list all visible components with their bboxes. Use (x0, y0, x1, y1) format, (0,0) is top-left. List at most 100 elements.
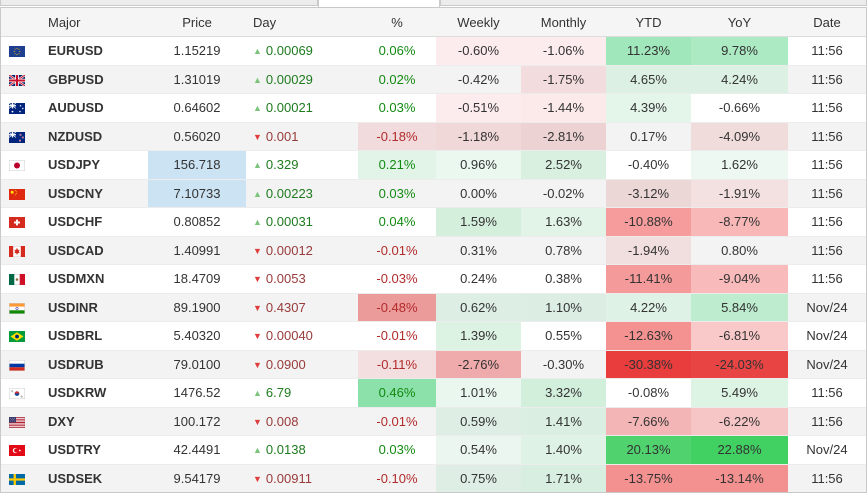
symbol-link[interactable]: USDBRL (48, 328, 103, 344)
table-row[interactable]: USDINR 89.1900 ▼ 0.4307 -0.48% 0.62% 1.10% 4.22… (1, 293, 866, 322)
price-cell: 0.64602 (148, 94, 246, 123)
major-cell: NZDUSD (1, 122, 148, 151)
symbol-link[interactable]: NZDUSD (48, 128, 103, 144)
column-header-weekly[interactable]: Weekly (436, 8, 521, 37)
ytd-cell: 4.65% (606, 65, 691, 94)
date-cell: Nov/24 (788, 322, 866, 351)
column-header-ytd[interactable]: YTD (606, 8, 691, 37)
up-triangle-icon: ▲ (253, 103, 262, 114)
flag-kr-icon (9, 388, 25, 400)
table-row[interactable]: USDJPY 156.718 ▲ 0.329 0.21% 0.96% 2.52% -0.40%… (1, 151, 866, 180)
table-row[interactable]: DXY 100.172 ▼ 0.008 -0.01% 0.59% 1.41% -7.66% -6… (1, 407, 866, 436)
column-header-pct[interactable]: % (358, 8, 436, 37)
active-tab-bottom[interactable] (318, 0, 440, 7)
percent-cell: -0.01% (358, 236, 436, 265)
weekly-cell: -0.60% (436, 37, 521, 66)
major-cell: USDMXN (1, 265, 148, 294)
symbol-link[interactable]: GBPUSD (48, 71, 104, 87)
monthly-cell: 0.55% (521, 322, 606, 351)
column-header-major[interactable]: Major (1, 8, 148, 37)
symbol-link[interactable]: USDSEK (48, 470, 103, 486)
symbol-link[interactable]: USDMXN (48, 271, 105, 287)
symbol-link[interactable]: USDCHF (48, 214, 103, 230)
weekly-cell: -1.18% (436, 122, 521, 151)
symbol-link[interactable]: USDKRW (48, 385, 107, 401)
major-cell: USDCNY (1, 179, 148, 208)
table-row[interactable]: USDCHF 0.80852 ▲ 0.00031 0.04% 1.59% 1.63% -10.… (1, 208, 866, 237)
day-change-value: 0.00029 (265, 71, 313, 87)
day-change-value: 6.79 (265, 385, 292, 401)
column-header-yoy[interactable]: YoY (691, 8, 788, 37)
up-triangle-icon: ▲ (253, 388, 262, 399)
ytd-cell: -11.41% (606, 265, 691, 294)
major-cell: USDKRW (1, 379, 148, 408)
day-change-value: 0.00069 (265, 43, 313, 59)
date-cell: Nov/24 (788, 436, 866, 465)
day-change-value: 0.00040 (265, 328, 313, 344)
table-row[interactable]: NZDUSD 0.56020 ▼ 0.001 -0.18% -1.18% -2.81% 0.1… (1, 122, 866, 151)
symbol-link[interactable]: USDRUB (48, 356, 104, 372)
monthly-cell: 2.52% (521, 151, 606, 180)
symbol-link[interactable]: DXY (48, 413, 75, 429)
price-cell: 7.10733 (148, 179, 246, 208)
symbol-link[interactable]: USDTRY (48, 442, 101, 458)
yoy-cell: 5.84% (691, 293, 788, 322)
major-cell: USDTRY (1, 436, 148, 465)
flag-eu-icon (9, 46, 25, 58)
up-triangle-icon: ▲ (253, 46, 262, 57)
column-header-monthly[interactable]: Monthly (521, 8, 606, 37)
yoy-cell: -1.91% (691, 179, 788, 208)
yoy-cell: -8.77% (691, 208, 788, 237)
table-row[interactable]: GBPUSD 1.31019 ▲ 0.00029 0.02% -0.42% -1.75% 4.… (1, 65, 866, 94)
flag-au-icon (9, 103, 25, 115)
ytd-cell: -0.40% (606, 151, 691, 180)
table-row[interactable]: EURUSD 1.15219 ▲ 0.00069 0.06% -0.60% -1.06% 11… (1, 37, 866, 66)
symbol-link[interactable]: USDINR (48, 299, 98, 315)
column-header-price[interactable]: Price (148, 8, 246, 37)
table-row[interactable]: AUDUSD 0.64602 ▲ 0.00021 0.03% -0.51% -1.44% 4.… (1, 94, 866, 123)
yoy-cell: 1.62% (691, 151, 788, 180)
ytd-cell: 4.22% (606, 293, 691, 322)
yoy-cell: -0.66% (691, 94, 788, 123)
table-row[interactable]: USDRUB 79.0100 ▼ 0.0900 -0.11% -2.76% -0.30% -3… (1, 350, 866, 379)
down-triangle-icon: ▼ (253, 359, 262, 370)
date-cell: 11:56 (788, 379, 866, 408)
column-header-date[interactable]: Date (788, 8, 866, 37)
down-triangle-icon: ▼ (253, 274, 262, 285)
symbol-link[interactable]: USDCAD (48, 242, 104, 258)
date-cell: Nov/24 (788, 350, 866, 379)
monthly-cell: -2.81% (521, 122, 606, 151)
table-row[interactable]: USDMXN 18.4709 ▼ 0.0053 -0.03% 0.24% 0.38% -11.… (1, 265, 866, 294)
day-change-cell: ▲ 0.00069 (246, 37, 358, 66)
tab-strip (0, 0, 867, 7)
monthly-cell: 0.38% (521, 265, 606, 294)
day-change-cell: ▼ 0.4307 (246, 293, 358, 322)
flag-ch-icon (9, 217, 25, 229)
price-cell: 1476.52 (148, 379, 246, 408)
weekly-cell: -0.51% (436, 94, 521, 123)
price-cell: 42.4491 (148, 436, 246, 465)
table-row[interactable]: USDBRL 5.40320 ▼ 0.00040 -0.01% 1.39% 0.55% -12… (1, 322, 866, 351)
day-change-cell: ▲ 0.0138 (246, 436, 358, 465)
flag-jp-icon (9, 160, 25, 172)
symbol-link[interactable]: EURUSD (48, 43, 103, 59)
day-change-cell: ▲ 0.00223 (246, 179, 358, 208)
yoy-cell: -9.04% (691, 265, 788, 294)
symbol-link[interactable]: AUDUSD (48, 100, 104, 116)
table-row[interactable]: USDCAD 1.40991 ▼ 0.00012 -0.01% 0.31% 0.78% -1.… (1, 236, 866, 265)
date-cell: 11:56 (788, 208, 866, 237)
symbol-link[interactable]: USDJPY (48, 157, 101, 173)
percent-cell: 0.21% (358, 151, 436, 180)
table-row[interactable]: USDKRW 1476.52 ▲ 6.79 0.46% 1.01% 3.32% -0.08% 5… (1, 379, 866, 408)
major-cell: USDCHF (1, 208, 148, 237)
column-header-day[interactable]: Day (246, 8, 358, 37)
table-row[interactable]: USDTRY 42.4491 ▲ 0.0138 0.03% 0.54% 1.40% 20.13… (1, 436, 866, 465)
table-row[interactable]: USDSEK 9.54179 ▼ 0.00911 -0.10% 0.75% 1.71% -13… (1, 464, 866, 492)
table-row[interactable]: USDCNY 7.10733 ▲ 0.00223 0.03% 0.00% -0.02% -3.… (1, 179, 866, 208)
day-change-cell: ▲ 0.00031 (246, 208, 358, 237)
symbol-link[interactable]: USDCNY (48, 185, 103, 201)
major-cell: EURUSD (1, 37, 148, 66)
price-cell: 1.15219 (148, 37, 246, 66)
day-change-cell: ▼ 0.0053 (246, 265, 358, 294)
date-cell: 11:56 (788, 65, 866, 94)
